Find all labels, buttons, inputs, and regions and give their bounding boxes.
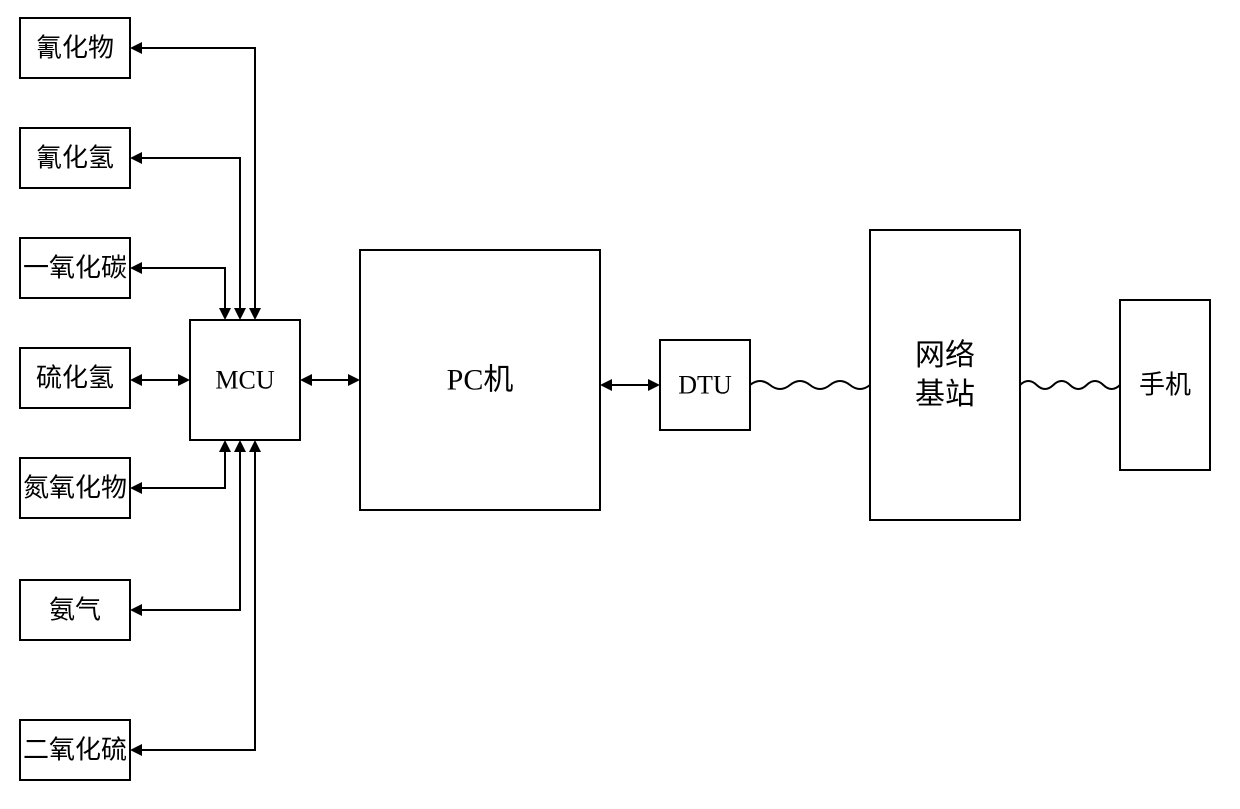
phone-label: 手机 [1139,371,1191,400]
sensor-cyanide-label: 氰化物 [36,34,114,63]
arrowhead [130,262,142,274]
conn-co-mcu [142,268,225,308]
arrowhead [130,42,142,54]
base-label: 网络 [915,339,975,372]
arrowhead [178,374,190,386]
sensor-hcn-label: 氰化氢 [36,144,114,173]
arrowhead [249,440,261,452]
arrowhead [130,152,142,164]
mcu-label: MCU [215,366,274,395]
sensor-h2s-label: 硫化氢 [36,364,114,393]
conn-base-phone [1020,381,1120,389]
arrowhead [249,308,261,320]
arrowhead [600,379,612,391]
arrowhead [130,604,142,616]
arrowhead [348,374,360,386]
arrowhead [219,440,231,452]
arrowhead [130,374,142,386]
arrowhead [648,379,660,391]
base-label: 基站 [915,378,975,411]
dtu-label: DTU [678,371,732,400]
arrowhead [130,744,142,756]
sensor-nh3-label: 氨气 [49,596,101,625]
arrowhead [300,374,312,386]
conn-dtu-base [750,381,870,389]
sensor-so2-label: 二氧化硫 [23,736,127,765]
arrowhead [130,482,142,494]
conn-so2-mcu [142,452,255,750]
arrowhead [234,308,246,320]
arrowhead [219,308,231,320]
sensor-co-label: 一氧化碳 [23,254,127,283]
conn-nox-mcu [142,452,225,488]
sensor-nox-label: 氮氧化物 [23,474,127,503]
base-box [870,230,1020,520]
arrowhead [234,440,246,452]
pc-label: PC机 [447,364,514,397]
